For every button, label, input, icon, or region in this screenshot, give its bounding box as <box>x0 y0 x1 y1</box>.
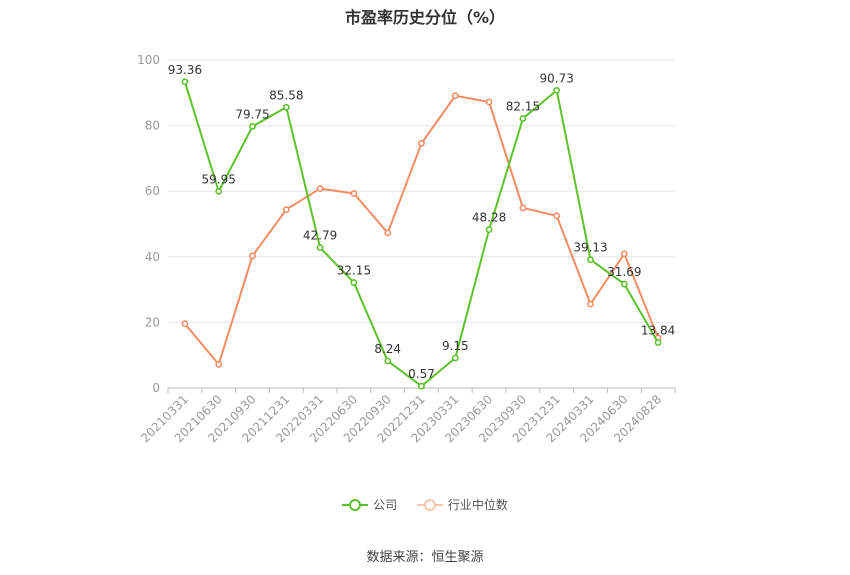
data-label: 90.73 <box>540 71 574 85</box>
data-point-company <box>553 87 561 94</box>
data-label: 93.36 <box>168 63 202 77</box>
data-point-industry <box>282 206 290 213</box>
y-tick-label: 0 <box>152 381 160 395</box>
data-label: 31.69 <box>607 265 641 279</box>
data-point-industry <box>316 185 324 192</box>
data-point-company <box>519 115 527 122</box>
source-note: 数据来源：恒生聚源 <box>366 550 484 565</box>
data-label: 0.57 <box>408 367 435 381</box>
legend-industry-swatch <box>416 498 443 512</box>
data-point-company <box>249 123 256 130</box>
data-point-industry <box>350 190 358 197</box>
legend-company-label: 公司 <box>373 498 398 512</box>
data-point-industry <box>215 360 223 368</box>
data-label: 59.95 <box>202 172 236 186</box>
y-tick-label: 60 <box>145 184 160 198</box>
line-chart: 0204060801002021033120210630202109302021… <box>137 53 676 445</box>
series-line-company <box>183 81 659 388</box>
data-point-industry <box>181 320 189 328</box>
data-point-company <box>587 256 594 264</box>
data-point-industry <box>620 250 628 258</box>
data-label: 48.28 <box>472 211 506 225</box>
data-label: 13.84 <box>641 324 675 338</box>
data-label: 39.13 <box>573 241 607 255</box>
data-point-industry <box>418 139 425 147</box>
data-label: 79.75 <box>235 107 269 121</box>
legend-item-company[interactable]: 公司 <box>342 496 397 513</box>
data-point-industry <box>485 98 493 106</box>
data-point-company <box>620 280 628 288</box>
data-point-company <box>316 244 324 252</box>
data-point-industry <box>249 252 256 260</box>
data-point-industry <box>519 204 527 212</box>
data-point-company <box>418 382 425 390</box>
data-label: 32.15 <box>337 264 371 278</box>
legend-item-industry[interactable]: 行业中位数 <box>416 496 508 513</box>
data-point-company <box>181 78 189 86</box>
legend-industry-label: 行业中位数 <box>447 498 508 512</box>
series-line-industry <box>184 94 660 366</box>
y-tick-label: 20 <box>145 315 160 329</box>
data-label: 9.15 <box>442 339 469 353</box>
data-point-company <box>654 339 662 347</box>
y-tick-label: 40 <box>145 250 160 264</box>
chart-title: 市盈率历史分位（%） <box>344 8 506 27</box>
data-point-company <box>350 279 358 286</box>
data-label: 42.79 <box>303 229 337 243</box>
data-point-industry <box>384 229 392 237</box>
data-point-company <box>384 357 392 365</box>
legend: 公司 行业中位数 <box>0 496 850 515</box>
data-point-industry <box>451 92 459 100</box>
data-label: 82.15 <box>506 100 540 114</box>
legend-company-swatch <box>342 498 369 512</box>
data-point-industry <box>553 212 561 220</box>
data-point-company <box>215 187 223 195</box>
data-point-company <box>451 354 459 362</box>
y-tick-label: 80 <box>145 119 160 133</box>
data-point-company <box>282 103 290 111</box>
data-label: 85.58 <box>269 88 303 102</box>
y-tick-label: 100 <box>137 53 160 67</box>
data-label: 8.24 <box>374 342 401 356</box>
data-point-company <box>485 226 493 234</box>
data-point-industry <box>587 300 594 308</box>
